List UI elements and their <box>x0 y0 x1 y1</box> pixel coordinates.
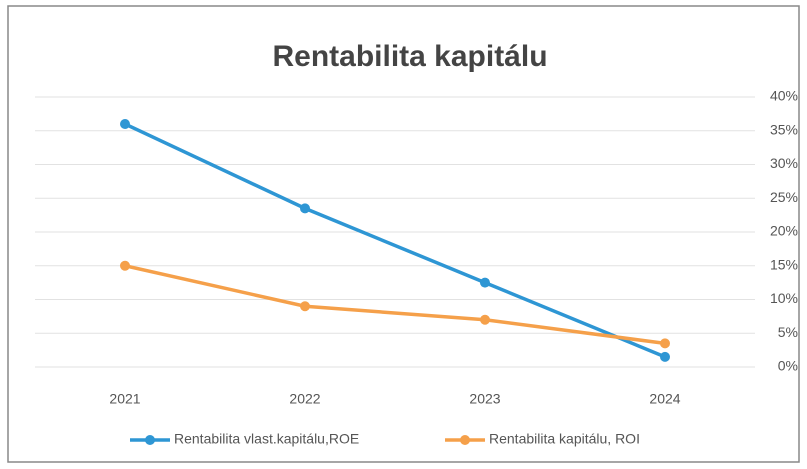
y-tick-label: 15% <box>770 256 798 272</box>
chart-title: Rentabilita kapitálu <box>272 40 547 73</box>
data-point <box>300 301 310 312</box>
x-tick-label: 2022 <box>289 391 320 407</box>
data-point <box>120 260 130 271</box>
chart-frame <box>7 5 800 463</box>
legend-label: Rentabilita vlast.kapitálu,ROE <box>174 431 359 447</box>
x-tick-label: 2024 <box>649 391 680 407</box>
data-point <box>480 277 490 288</box>
legend-marker <box>145 435 155 445</box>
y-tick-label: 40% <box>770 88 798 104</box>
data-point <box>660 338 670 349</box>
legend-marker <box>460 435 470 445</box>
x-tick-label: 2023 <box>469 391 500 407</box>
y-tick-label: 10% <box>770 290 798 306</box>
data-point <box>660 351 670 362</box>
y-tick-label: 25% <box>770 189 798 205</box>
series-line <box>124 122 666 359</box>
x-tick-label: 2021 <box>109 391 140 407</box>
y-tick-label: 0% <box>778 358 798 374</box>
y-tick-label: 20% <box>770 223 798 239</box>
y-tick-label: 5% <box>778 324 798 340</box>
data-point <box>120 119 130 129</box>
y-tick-label: 30% <box>770 155 798 171</box>
legend-label: Rentabilita kapitálu, ROI <box>489 431 640 447</box>
series-line <box>124 264 666 346</box>
data-point <box>480 314 490 325</box>
data-point <box>300 203 310 214</box>
y-tick-label: 35% <box>770 121 798 137</box>
